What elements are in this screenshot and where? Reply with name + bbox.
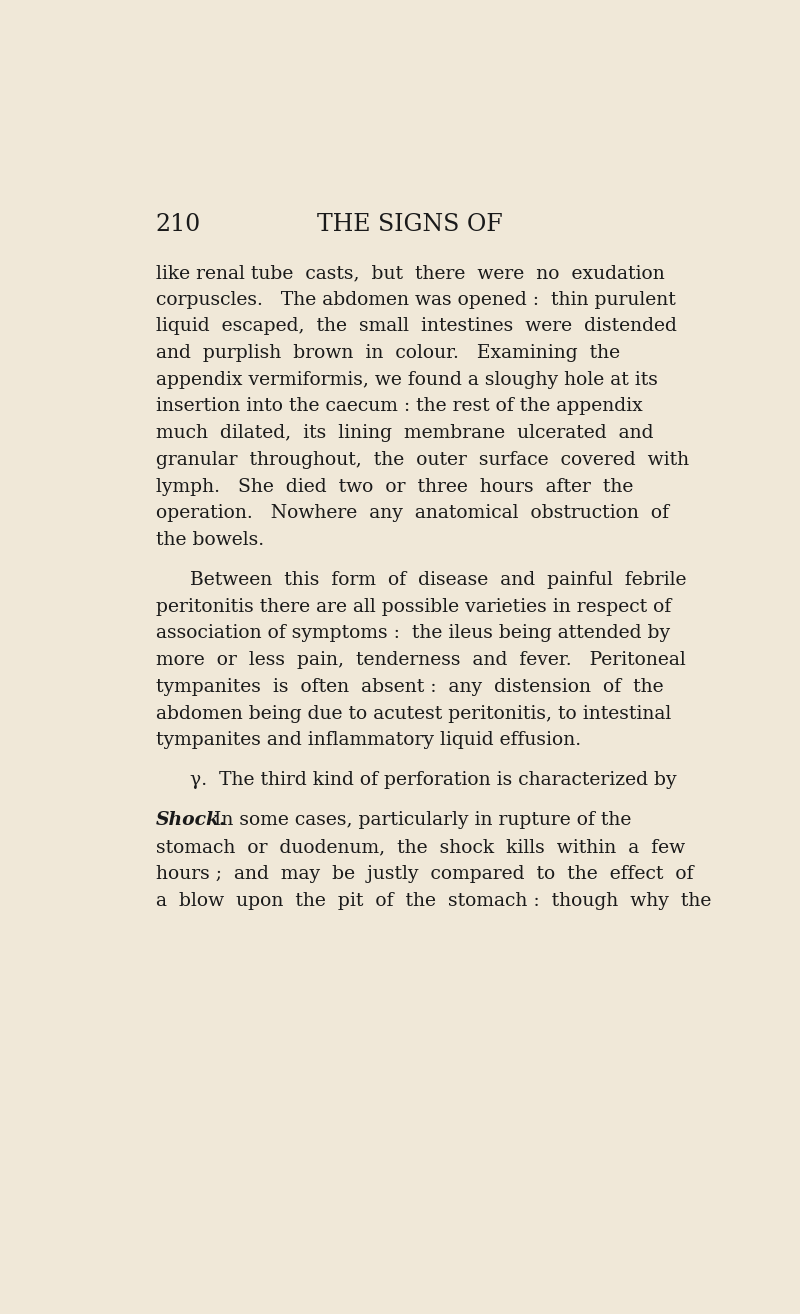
Text: Shock.: Shock. (156, 812, 226, 829)
Text: the bowels.: the bowels. (156, 531, 264, 549)
Text: and  purplish  brown  in  colour.   Examining  the: and purplish brown in colour. Examining … (156, 344, 620, 363)
Text: Between  this  form  of  disease  and  painful  febrile: Between this form of disease and painful… (190, 572, 686, 589)
Text: liquid  escaped,  the  small  intestines  were  distended: liquid escaped, the small intestines wer… (156, 318, 677, 335)
Text: more  or  less  pain,  tenderness  and  fever.   Peritoneal: more or less pain, tenderness and fever.… (156, 652, 686, 669)
Text: association of symptoms :  the ileus being attended by: association of symptoms : the ileus bein… (156, 624, 670, 643)
Text: 210: 210 (156, 213, 201, 237)
Text: THE SIGNS OF: THE SIGNS OF (317, 213, 503, 237)
Text: operation.   Nowhere  any  anatomical  obstruction  of: operation. Nowhere any anatomical obstru… (156, 505, 669, 522)
Text: abdomen being due to acutest peritonitis, to intestinal: abdomen being due to acutest peritonitis… (156, 704, 671, 723)
Text: peritonitis there are all possible varieties in respect of: peritonitis there are all possible varie… (156, 598, 671, 616)
Text: a  blow  upon  the  pit  of  the  stomach :  though  why  the: a blow upon the pit of the stomach : tho… (156, 892, 711, 909)
Text: corpuscles.   The abdomen was opened :  thin purulent: corpuscles. The abdomen was opened : thi… (156, 290, 675, 309)
Text: granular  throughout,  the  outer  surface  covered  with: granular throughout, the outer surface c… (156, 451, 689, 469)
Text: insertion into the caecum : the rest of the appendix: insertion into the caecum : the rest of … (156, 397, 642, 415)
Text: lymph.   She  died  two  or  three  hours  after  the: lymph. She died two or three hours after… (156, 477, 633, 495)
Text: In some cases, particularly in rupture of the: In some cases, particularly in rupture o… (202, 812, 632, 829)
Text: tympanites and inflammatory liquid effusion.: tympanites and inflammatory liquid effus… (156, 732, 581, 749)
Text: appendix vermiformis, we found a sloughy hole at its: appendix vermiformis, we found a sloughy… (156, 371, 658, 389)
Text: much  dilated,  its  lining  membrane  ulcerated  and: much dilated, its lining membrane ulcera… (156, 424, 654, 443)
Text: γ.  The third kind of perforation is characterized by: γ. The third kind of perforation is char… (190, 771, 677, 790)
Text: like renal tube  casts,  but  there  were  no  exudation: like renal tube casts, but there were no… (156, 264, 665, 283)
Text: hours ;  and  may  be  justly  compared  to  the  effect  of: hours ; and may be justly compared to th… (156, 865, 694, 883)
Text: stomach  or  duodenum,  the  shock  kills  within  a  few: stomach or duodenum, the shock kills wit… (156, 838, 685, 857)
Text: tympanites  is  often  absent :  any  distension  of  the: tympanites is often absent : any distens… (156, 678, 663, 696)
